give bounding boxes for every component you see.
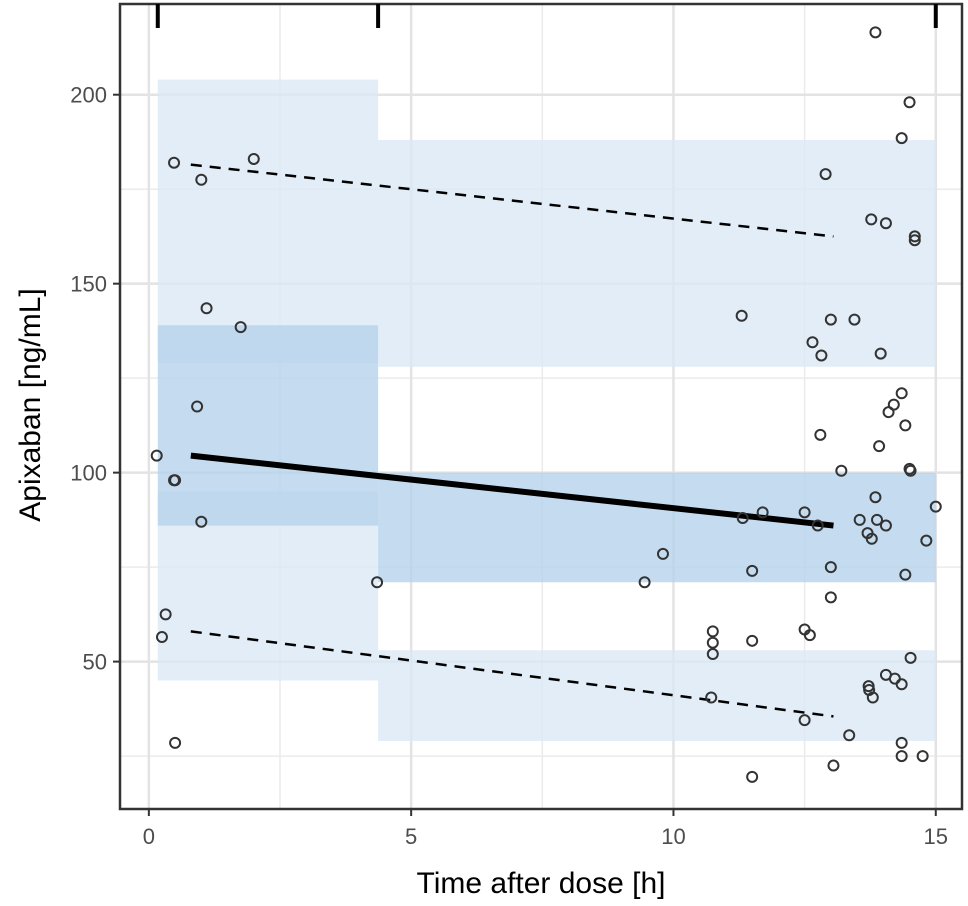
median-ci-band	[157, 325, 379, 526]
observed-point	[827, 759, 840, 772]
observed-point	[929, 500, 942, 513]
observed-point	[908, 234, 921, 247]
observed-point	[824, 591, 837, 604]
observed-point	[879, 519, 892, 532]
observed-point	[824, 313, 837, 326]
observed-point	[899, 568, 912, 581]
observed-point	[895, 736, 908, 749]
y-tick-label: 100	[70, 461, 107, 486]
observed-point	[706, 636, 719, 649]
y-tick-label: 200	[70, 83, 107, 108]
panel-border	[118, 2, 964, 811]
observed-point	[195, 515, 208, 528]
observed-point	[638, 576, 651, 589]
observed-point	[811, 519, 824, 532]
observed-point	[705, 691, 718, 704]
observed-point	[803, 629, 816, 642]
observed-point	[168, 156, 181, 169]
observed-point	[746, 634, 759, 647]
observed-point	[869, 491, 882, 504]
observed-point	[746, 770, 759, 783]
observed-point	[895, 750, 908, 763]
observed-point	[200, 302, 213, 315]
observed-point	[874, 347, 887, 360]
observed-point	[819, 168, 832, 181]
panel-border-rect	[118, 2, 964, 811]
observed-point	[895, 678, 908, 691]
observed-point	[169, 474, 182, 487]
observed-point	[871, 513, 884, 526]
lower-percentile-ci-band	[378, 650, 936, 741]
observed-point	[159, 608, 172, 621]
observed-point	[920, 534, 933, 547]
observed-point	[815, 349, 828, 362]
observed-point	[865, 213, 878, 226]
observed-point	[371, 576, 384, 589]
observed-point	[853, 513, 866, 526]
upper-percentile-ci-band	[378, 140, 936, 367]
observed-point	[706, 648, 719, 661]
observed-point	[908, 230, 921, 243]
observed-point	[899, 419, 912, 432]
observed-point	[191, 400, 204, 413]
observed-point	[155, 631, 168, 644]
observed-point	[879, 217, 892, 230]
observed-point	[735, 309, 748, 322]
y-tick-label: 50	[83, 650, 107, 675]
observed-point	[234, 321, 247, 334]
observed-point	[895, 387, 908, 400]
observed-point	[150, 449, 163, 462]
observed-point	[887, 398, 900, 411]
observed-point	[247, 152, 260, 165]
observed-point	[866, 691, 879, 704]
observed-point	[195, 173, 208, 186]
tick-labels: 0 5 10 15 50 100 150 200	[70, 83, 948, 849]
y-tick-label: 150	[70, 272, 107, 297]
median-ci-band	[378, 472, 936, 583]
observed-point	[746, 564, 759, 577]
observed-point	[798, 714, 811, 727]
observed-points	[150, 26, 942, 783]
observed-point	[706, 625, 719, 638]
observed-point	[843, 729, 856, 742]
observed-point	[848, 313, 861, 326]
observed-point	[806, 336, 819, 349]
x-tick-label: 10	[661, 824, 685, 849]
observed-point	[904, 651, 917, 664]
x-tick-label: 5	[405, 824, 417, 849]
observed-point	[814, 428, 827, 441]
median-line	[190, 452, 834, 529]
upper-percentile-ci-band	[157, 79, 379, 364]
lower-percentile-line	[190, 630, 834, 718]
x-axis-title: Time after dose [h]	[417, 867, 666, 900]
observed-point	[903, 96, 916, 109]
observed-point	[916, 750, 929, 763]
percentile-lines	[190, 163, 834, 718]
observed-point	[824, 561, 837, 574]
observed-point	[895, 132, 908, 145]
observed-point	[656, 547, 669, 560]
observed-point	[835, 464, 848, 477]
observed-point	[865, 532, 878, 545]
observed-point	[873, 440, 886, 453]
observed-point	[904, 464, 917, 477]
observed-point	[798, 506, 811, 519]
observed-point	[169, 736, 182, 749]
confidence-bands	[157, 79, 936, 741]
observed-point	[756, 506, 769, 519]
x-tick-label: 15	[924, 824, 948, 849]
axis-ticks	[113, 4, 938, 816]
upper-percentile-line	[190, 163, 834, 238]
y-axis-title: Apixaban [ng/mL]	[14, 288, 47, 521]
observed-point	[736, 511, 749, 524]
observed-point	[869, 26, 882, 39]
x-tick-label: 0	[143, 824, 155, 849]
